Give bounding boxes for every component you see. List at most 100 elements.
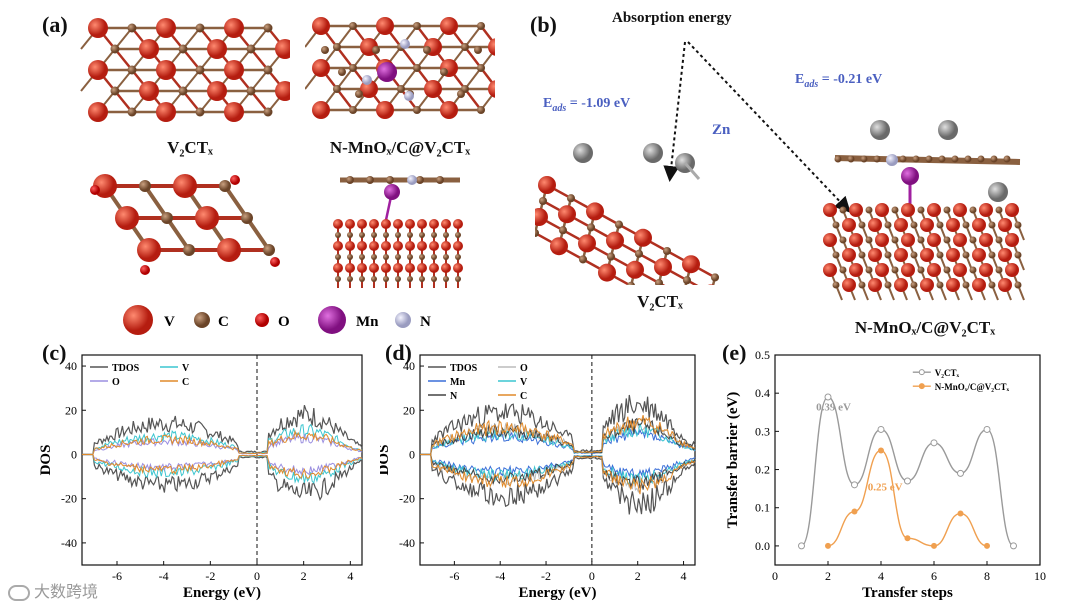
lattice-atom bbox=[998, 278, 1012, 292]
c-atom bbox=[321, 46, 329, 54]
legend-entry: TDOS bbox=[112, 363, 140, 374]
lattice-atom bbox=[335, 254, 341, 260]
dos-line-o bbox=[420, 417, 696, 455]
v2ctx-side-structure bbox=[90, 174, 280, 275]
lattice-atom bbox=[407, 254, 413, 260]
legend-entry: O bbox=[520, 363, 528, 374]
lattice-atom bbox=[972, 248, 986, 262]
lattice-atom bbox=[936, 251, 944, 259]
data-point bbox=[825, 542, 831, 549]
lattice-atom bbox=[710, 273, 720, 282]
legend-entry: V bbox=[182, 363, 190, 374]
lattice-atom bbox=[901, 233, 915, 247]
legend-entry: Mn bbox=[450, 377, 465, 388]
v-atom bbox=[207, 39, 227, 59]
lattice-atom bbox=[263, 244, 275, 256]
mn-atom bbox=[901, 167, 919, 185]
lattice-atom bbox=[371, 232, 377, 238]
lattice-atom bbox=[988, 281, 996, 289]
lattice-atom bbox=[901, 263, 915, 277]
x-axis-label: Energy (eV) bbox=[183, 585, 261, 601]
data-point bbox=[851, 508, 858, 515]
n-atom bbox=[400, 39, 410, 49]
c-atom bbox=[127, 65, 137, 75]
lattice-atom bbox=[115, 206, 139, 230]
nmnox-top-structure bbox=[305, 17, 495, 119]
data-point bbox=[851, 481, 858, 489]
lattice-atom bbox=[586, 223, 596, 232]
lattice-atom bbox=[1014, 281, 1022, 289]
lattice-atom bbox=[891, 266, 899, 274]
bond bbox=[114, 69, 133, 92]
c-atom bbox=[332, 84, 342, 94]
lattice-atom bbox=[894, 278, 908, 292]
lattice-atom bbox=[962, 281, 970, 289]
mn-atom bbox=[377, 62, 397, 82]
lattice-atom bbox=[988, 221, 996, 229]
bond bbox=[165, 216, 191, 252]
lattice-atom bbox=[946, 218, 960, 232]
bond bbox=[250, 27, 269, 50]
dos-line-c bbox=[420, 454, 696, 495]
lattice-atom bbox=[347, 254, 353, 260]
n-atom bbox=[404, 91, 414, 101]
x-tick-label: -4 bbox=[495, 569, 505, 583]
lattice-atom bbox=[345, 263, 355, 273]
lattice-atom bbox=[969, 266, 977, 274]
bond bbox=[464, 25, 482, 48]
data-point bbox=[824, 393, 832, 401]
eads-nmnox-value: Eads = -0.21 eV bbox=[795, 72, 883, 90]
lattice-atom bbox=[839, 236, 847, 244]
lattice-atom bbox=[936, 221, 944, 229]
dos-line-c bbox=[420, 414, 696, 455]
bond bbox=[182, 27, 201, 50]
c-atom bbox=[440, 68, 448, 76]
legend-mn-label: Mn bbox=[356, 314, 379, 330]
plot-frame bbox=[774, 354, 1041, 566]
lattice-atom bbox=[419, 276, 425, 282]
dos-line-tdos bbox=[420, 394, 696, 455]
lattice-atom bbox=[405, 241, 415, 251]
lattice-atom bbox=[868, 248, 882, 262]
c-atom bbox=[951, 155, 959, 163]
v-atom bbox=[312, 17, 330, 35]
legend-entry: O bbox=[112, 377, 120, 388]
lattice-atom bbox=[241, 212, 253, 224]
y-tick-label: 0 bbox=[71, 447, 77, 461]
c-atom bbox=[348, 63, 358, 73]
lattice-atom bbox=[626, 260, 644, 279]
lattice-atom bbox=[431, 276, 437, 282]
lattice-atom bbox=[443, 254, 449, 260]
x-axis-label: Transfer steps bbox=[862, 585, 953, 601]
lattice-atom bbox=[453, 219, 463, 229]
x-tick-label: 0 bbox=[254, 569, 260, 583]
v-atom bbox=[488, 80, 495, 98]
lattice-atom bbox=[875, 233, 889, 247]
lattice-atom bbox=[383, 276, 389, 282]
lattice-atom bbox=[393, 241, 403, 251]
c-atom bbox=[338, 68, 346, 76]
lattice-atom bbox=[894, 218, 908, 232]
lattice-atom bbox=[917, 206, 925, 214]
lattice-atom bbox=[455, 276, 461, 282]
lattice-atom bbox=[998, 248, 1012, 262]
lattice-atom bbox=[429, 263, 439, 273]
lattice-atom bbox=[598, 263, 616, 282]
lattice-atom bbox=[195, 206, 219, 230]
c-atom bbox=[195, 23, 205, 33]
barrier-chart-e: 0 2 4 6 8 10 0.0 0.1 0.2 0.3 0.4 0.5 Transfer steps T… bbox=[725, 348, 1046, 601]
c-atom bbox=[348, 21, 358, 31]
lattice-atom bbox=[682, 255, 700, 274]
bond bbox=[114, 27, 133, 50]
x-tick-label: 10 bbox=[1034, 569, 1046, 583]
x-tick-label: -4 bbox=[159, 569, 169, 583]
lattice-atom bbox=[333, 263, 343, 273]
lattice-atom bbox=[369, 219, 379, 229]
zn-label: Zn bbox=[712, 122, 731, 138]
bond bbox=[223, 184, 249, 220]
x-tick-label: 4 bbox=[347, 569, 353, 583]
lattice-atom bbox=[441, 219, 451, 229]
lattice-atom bbox=[393, 263, 403, 273]
v-atom bbox=[440, 101, 458, 119]
